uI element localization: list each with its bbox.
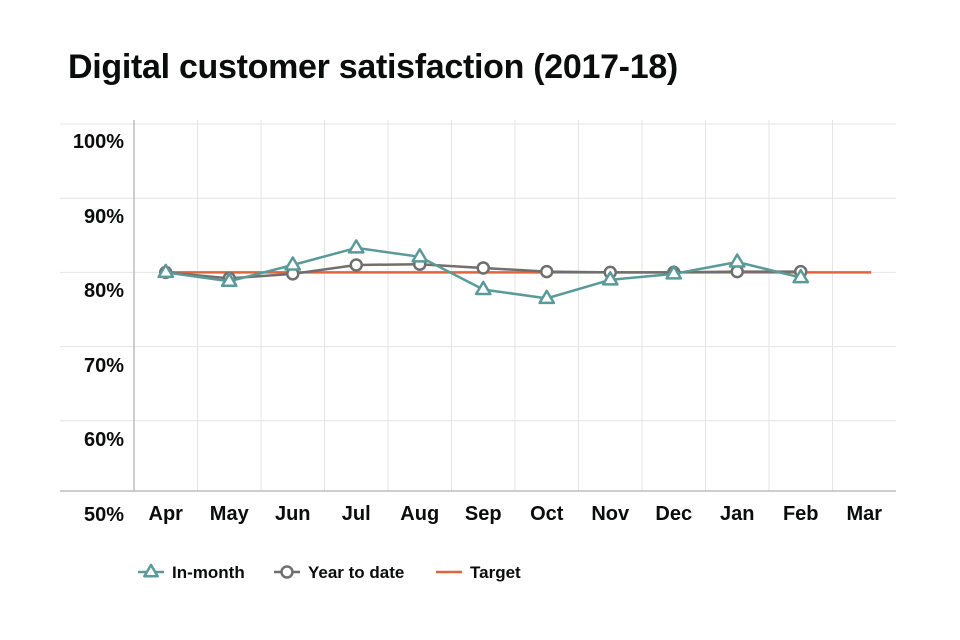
x-tick-label: Mar [846,503,882,525]
x-tick-label: Aug [400,503,439,525]
legend-label-year-to-date: Year to date [308,563,404,582]
x-tick-label: Feb [783,503,819,525]
legend-label-target: Target [470,563,521,582]
point-in-month [347,239,365,254]
point-year-to-date [730,264,744,279]
y-tick-label: 50% [84,504,124,526]
point-in-month [538,289,556,305]
x-tick-label: Nov [591,503,630,525]
point-in-month [284,256,302,271]
legend-label-in-month: In-month [172,563,245,582]
legend-marker-year-to-date [280,565,294,579]
point-year-to-date [476,261,490,275]
point-in-month [601,271,619,286]
y-tick-label: 70% [84,355,124,377]
series-layer [157,239,872,305]
point-in-month [792,268,810,284]
x-tick-label: Apr [149,503,184,525]
x-tick-label: Oct [530,503,564,525]
legend-item-in-month: In-month [138,563,245,582]
point-in-month [157,263,175,279]
point-in-month [220,272,238,288]
y-axis: 50% 60% 70% 80% 90% 100% [73,120,135,526]
point-in-month [665,265,683,280]
chart-title: Digital customer satisfaction (2017-18) [68,48,678,86]
point-in-month [728,253,746,268]
y-tick-label: 90% [84,206,124,228]
point-year-to-date [540,264,554,279]
point-year-to-date [349,258,363,272]
point-in-month [474,280,492,296]
point-in-month [411,248,429,263]
grid [60,120,896,491]
legend-item-target: Target [436,563,521,582]
x-tick-label: May [210,503,250,525]
legend-item-year-to-date: Year to date [274,563,404,582]
x-tick-label: Dec [655,503,692,525]
y-tick-label: 60% [84,429,124,451]
x-axis: Apr May Jun Jul Aug Sep Oct Nov Dec Jan Feb Mar [60,490,896,525]
x-tick-label: Jul [342,503,371,525]
legend: In-month Year to date Target [138,563,521,582]
y-tick-label: 100% [73,131,124,153]
x-tick-label: Jun [275,503,311,525]
y-tick-label: 80% [84,280,124,302]
legend-marker-in-month [143,563,159,578]
x-tick-label: Jan [720,503,754,525]
x-tick-label: Sep [465,503,502,525]
